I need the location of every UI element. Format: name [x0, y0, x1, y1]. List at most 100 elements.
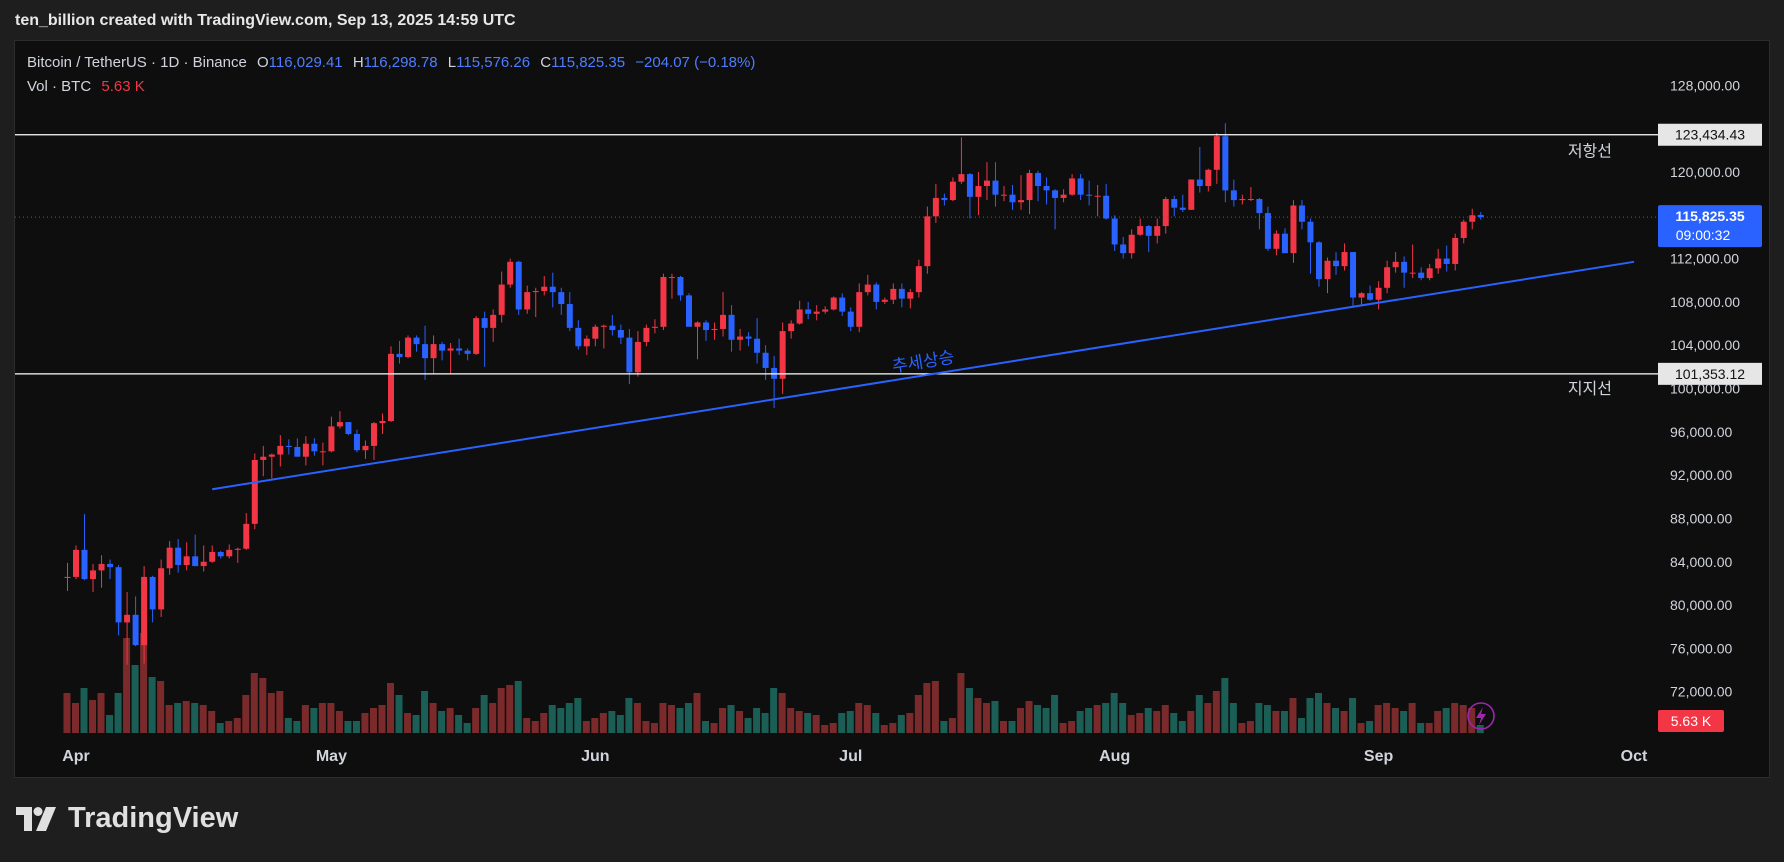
candle-body[interactable]: [115, 567, 122, 623]
candle-body[interactable]: [311, 443, 318, 452]
candle-body[interactable]: [396, 353, 403, 358]
candle-body[interactable]: [1409, 272, 1416, 274]
candle-body[interactable]: [1443, 258, 1450, 264]
candle-body[interactable]: [651, 326, 658, 328]
candle-body[interactable]: [1230, 190, 1237, 201]
candle-body[interactable]: [294, 446, 301, 457]
candle-body[interactable]: [388, 353, 395, 421]
candle-body[interactable]: [847, 311, 854, 327]
candle-body[interactable]: [439, 344, 446, 351]
candle-body[interactable]: [183, 556, 190, 565]
candle-body[interactable]: [592, 326, 599, 339]
candle-body[interactable]: [822, 309, 829, 312]
candle-body[interactable]: [132, 614, 139, 646]
candle-body[interactable]: [345, 422, 352, 434]
candle-body[interactable]: [924, 216, 931, 267]
candle-body[interactable]: [609, 325, 616, 331]
candle-body[interactable]: [1452, 237, 1459, 264]
candle-body[interactable]: [1298, 205, 1305, 222]
candle-body[interactable]: [1469, 215, 1476, 222]
candle-body[interactable]: [285, 445, 292, 447]
candle-body[interactable]: [949, 181, 956, 201]
candle-body[interactable]: [541, 286, 548, 292]
candle-body[interactable]: [175, 547, 182, 565]
candle-body[interactable]: [1281, 233, 1288, 254]
candle-body[interactable]: [1069, 178, 1076, 195]
candle-body[interactable]: [617, 330, 624, 338]
candle-body[interactable]: [737, 336, 744, 340]
candle-body[interactable]: [745, 336, 752, 339]
candle-body[interactable]: [941, 197, 948, 201]
candle-body[interactable]: [209, 552, 216, 562]
candle-body[interactable]: [1222, 136, 1229, 191]
candle-body[interactable]: [1324, 260, 1331, 280]
candle-body[interactable]: [762, 352, 769, 368]
candle-body[interactable]: [98, 563, 105, 571]
candle-body[interactable]: [720, 314, 727, 329]
candle-body[interactable]: [166, 547, 173, 569]
candle-body[interactable]: [490, 314, 497, 328]
candle-body[interactable]: [549, 286, 556, 293]
candle-body[interactable]: [141, 576, 148, 646]
candle-body[interactable]: [1333, 260, 1340, 267]
candle-body[interactable]: [805, 309, 812, 314]
candle-body[interactable]: [1264, 213, 1271, 249]
candle-body[interactable]: [1213, 136, 1220, 170]
candle-body[interactable]: [1077, 178, 1084, 195]
candle-body[interactable]: [532, 291, 539, 293]
legend-symbol[interactable]: Bitcoin / TetherUS · 1D · Binance: [27, 54, 247, 71]
candle-body[interactable]: [643, 327, 650, 342]
candle-body[interactable]: [1043, 186, 1050, 191]
candle-body[interactable]: [81, 549, 88, 580]
candle-body[interactable]: [1171, 199, 1178, 208]
candle-body[interactable]: [890, 288, 897, 300]
candle-body[interactable]: [839, 297, 846, 312]
candle-body[interactable]: [379, 420, 386, 424]
candle-body[interactable]: [124, 614, 131, 623]
candle-body[interactable]: [1162, 199, 1169, 227]
candle-body[interactable]: [1375, 287, 1382, 300]
candle-body[interactable]: [898, 288, 905, 299]
candle-body[interactable]: [243, 523, 250, 549]
candle-body[interactable]: [1315, 242, 1322, 280]
candle-body[interactable]: [583, 338, 590, 347]
candle-body[interactable]: [1086, 194, 1093, 196]
candle-body[interactable]: [788, 323, 795, 332]
candle-body[interactable]: [856, 292, 863, 327]
candle-body[interactable]: [1477, 214, 1484, 218]
candle-body[interactable]: [566, 304, 573, 328]
candle-body[interactable]: [1426, 268, 1433, 279]
candle-body[interactable]: [413, 337, 420, 345]
candle-body[interactable]: [464, 350, 471, 354]
candle-body[interactable]: [1052, 190, 1059, 198]
candle-body[interactable]: [200, 561, 207, 567]
candle-body[interactable]: [966, 174, 973, 197]
candle-body[interactable]: [677, 276, 684, 296]
candle-body[interactable]: [1392, 261, 1399, 268]
candle-body[interactable]: [1205, 169, 1212, 187]
candle-body[interactable]: [983, 180, 990, 187]
candle-body[interactable]: [422, 344, 429, 359]
candle-body[interactable]: [1188, 179, 1195, 210]
candle-body[interactable]: [1137, 226, 1144, 235]
candle-body[interactable]: [1384, 267, 1391, 288]
candle-body[interactable]: [1256, 199, 1263, 214]
candle-body[interactable]: [1120, 244, 1127, 254]
candle-body[interactable]: [302, 443, 309, 457]
candle-body[interactable]: [796, 309, 803, 324]
candle-body[interactable]: [975, 186, 982, 197]
candle-body[interactable]: [1094, 195, 1101, 197]
candle-body[interactable]: [336, 422, 343, 427]
trendline[interactable]: [212, 260, 1635, 491]
candle-body[interactable]: [1103, 195, 1110, 219]
candle-body[interactable]: [779, 331, 786, 379]
candle-body[interactable]: [575, 327, 582, 347]
candle-body[interactable]: [90, 570, 97, 580]
candle-body[interactable]: [107, 563, 114, 568]
candle-body[interactable]: [217, 552, 224, 557]
candle-body[interactable]: [1350, 252, 1357, 298]
candle-body[interactable]: [1460, 221, 1467, 238]
candle-body[interactable]: [932, 197, 939, 217]
candle-body[interactable]: [149, 576, 156, 610]
